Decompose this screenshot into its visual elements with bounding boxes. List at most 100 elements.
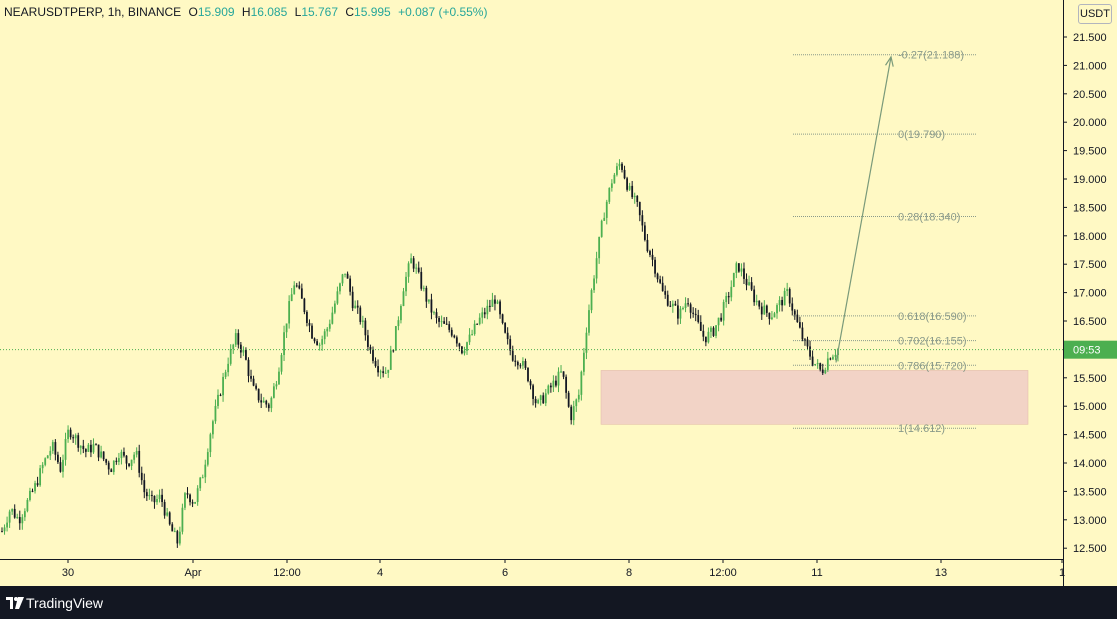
candle-body: [400, 305, 402, 321]
candle-body: [651, 254, 654, 260]
candle-body: [570, 406, 573, 421]
candle-body: [72, 437, 75, 439]
candle-body: [461, 346, 463, 354]
price-axis-tick-label: 19.500: [1073, 146, 1107, 158]
candle-body: [285, 323, 288, 333]
candle-body: [333, 303, 336, 313]
symbol-title[interactable]: NEARUSDTPERP, 1h, BINANCE: [4, 5, 182, 19]
candle-body: [206, 452, 209, 465]
candle-body: [349, 278, 352, 292]
candle-body: [654, 259, 656, 274]
price-axis-tick-label: 14.000: [1073, 458, 1107, 470]
candle-body: [194, 502, 197, 504]
candle-body: [46, 455, 49, 459]
candle-body: [669, 305, 672, 307]
candle-body: [567, 392, 570, 407]
candle-body: [260, 400, 263, 403]
candle-body: [715, 325, 717, 336]
projection-arrow-head-icon: [885, 55, 894, 67]
candle-body: [382, 371, 385, 374]
candle-body: [267, 404, 270, 409]
candle-body: [664, 291, 667, 295]
candle-body: [308, 322, 311, 326]
tradingview-brand-name[interactable]: TradingView: [26, 595, 104, 611]
candle-body: [288, 301, 291, 324]
candle-body: [227, 363, 230, 373]
candle-body: [760, 306, 763, 315]
candle-body: [440, 321, 443, 323]
candle-body: [471, 334, 473, 336]
candle-body: [737, 263, 740, 272]
candle-body: [67, 429, 69, 440]
symbol-legend: NEARUSDTPERP, 1h, BINANCE O15.909 H16.08…: [4, 5, 491, 19]
candle-body: [582, 352, 585, 372]
candle-body: [562, 371, 565, 377]
candle-body: [697, 315, 700, 322]
candle-body: [430, 299, 433, 313]
candle-body: [255, 385, 258, 389]
candle-body: [387, 369, 390, 373]
candle-body: [798, 322, 801, 328]
low-value: 15.767: [301, 5, 339, 19]
candle-body: [468, 334, 471, 343]
candle-body: [354, 305, 357, 309]
candle-body: [687, 303, 689, 305]
candle-body: [95, 444, 97, 446]
candle-body: [753, 289, 756, 303]
candle-body: [209, 434, 212, 453]
candle-body: [356, 305, 359, 308]
tradingview-logo-icon[interactable]: [6, 597, 24, 609]
time-axis-tick-label: 13: [935, 567, 947, 579]
candle-body: [694, 313, 697, 316]
candle-body: [402, 291, 405, 306]
candle-body: [290, 294, 293, 302]
candle-body: [712, 327, 715, 336]
chart-canvas[interactable]: -0.27(21.188) 0(19.790) 0.28(18.340) 0.618(…: [0, 0, 1117, 586]
candle-body: [262, 400, 265, 403]
price-axis-tick-label: 12.500: [1073, 543, 1107, 555]
candle-body: [303, 298, 306, 312]
candle-body: [659, 279, 662, 283]
candle-body: [229, 349, 232, 364]
candle-body: [90, 444, 92, 453]
candle-body: [631, 185, 634, 198]
candle-body: [156, 499, 158, 503]
candle-body: [184, 493, 186, 508]
candle-body: [534, 398, 537, 404]
candle-body: [49, 450, 52, 456]
candle-body: [181, 507, 184, 532]
candle-body: [59, 462, 62, 472]
candle-body: [433, 312, 435, 314]
currency-button[interactable]: USDT: [1078, 4, 1112, 24]
footer-bar: TradingView: [0, 586, 1117, 619]
candle-body: [39, 468, 42, 486]
candle-body: [732, 272, 735, 287]
projection-arrow-line[interactable]: [835, 56, 892, 363]
candle-body: [720, 317, 723, 321]
candle-body: [816, 363, 819, 365]
candle-body: [641, 215, 644, 226]
candle-body: [743, 268, 745, 279]
candle-body: [473, 323, 476, 335]
candle-body: [435, 312, 438, 319]
candle-body: [804, 339, 806, 341]
candle-body: [135, 450, 138, 455]
candle-body: [585, 332, 588, 353]
candle-body: [112, 460, 115, 473]
candle-body: [496, 301, 499, 304]
candle-body: [140, 472, 143, 481]
candle-body: [692, 312, 695, 314]
candle-body: [270, 397, 273, 409]
candle-body: [257, 388, 260, 401]
candle-body: [544, 393, 547, 404]
demand-zone-rectangle[interactable]: [600, 370, 1029, 425]
candle-body: [247, 359, 250, 377]
price-axis-tick-label: 15.000: [1073, 401, 1107, 413]
candle-body: [336, 291, 339, 304]
candle-body: [643, 225, 646, 240]
candle-body: [374, 360, 377, 367]
candle-body: [117, 458, 120, 463]
price-axis-tick-label: 21.000: [1073, 60, 1107, 72]
candle-body: [92, 444, 95, 453]
candle-body: [522, 361, 524, 366]
